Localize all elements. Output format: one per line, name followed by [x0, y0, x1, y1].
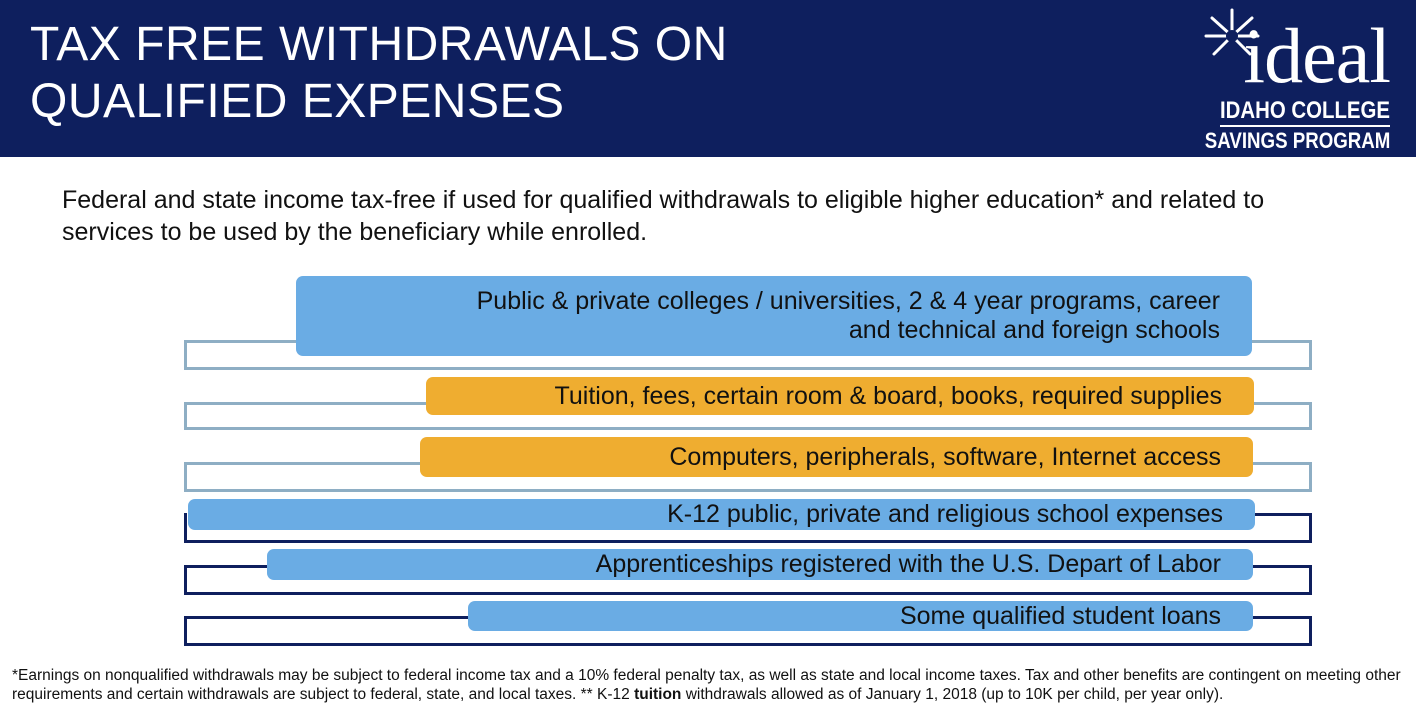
expense-item-label-line-1: Public & private colleges / universities… — [476, 287, 1220, 315]
row-bracket-tick — [1253, 565, 1312, 568]
row-bracket-tick — [184, 462, 420, 465]
expense-item-label: Apprenticeships registered with the U.S.… — [595, 550, 1221, 578]
row-bracket-tick — [1255, 513, 1312, 516]
expense-item-colleges: Public & private colleges / universities… — [296, 276, 1252, 356]
row-bracket-tick — [1253, 462, 1312, 465]
row-bracket-tick — [1252, 340, 1312, 343]
logo-line-1: IDAHO COLLEGE — [1219, 97, 1390, 124]
expense-item-student-loans: Some qualified student loans — [468, 601, 1253, 631]
row-bracket — [184, 565, 1312, 595]
row-bracket-tick — [184, 402, 426, 405]
logo-line-2: SAVINGS PROGRAM — [1204, 128, 1390, 153]
expense-item-label: Some qualified student loans — [899, 601, 1221, 630]
expense-item-label: Computers, peripherals, software, Intern… — [669, 442, 1221, 471]
logo-divider — [1220, 125, 1390, 127]
ideal-logo: ideal IDAHO COLLEGE SAVINGS PROGRAM — [1190, 6, 1391, 153]
footnote-part-2: withdrawals allowed as of January 1, 201… — [681, 686, 1224, 703]
row-bracket — [184, 616, 1312, 646]
logo-wordmark: ideal — [1243, 12, 1391, 99]
row-bracket-tick — [1254, 402, 1312, 405]
row-bracket — [184, 340, 1312, 370]
expense-item-label-line-2: and technical and foreign schools — [848, 316, 1220, 344]
row-bracket-tick — [184, 616, 468, 619]
row-bracket — [184, 462, 1312, 492]
expense-item-label: K-12 public, private and religious schoo… — [667, 500, 1223, 528]
header-banner: TAX FREE WITHDRAWALS ON QUALIFIED EXPENS… — [0, 0, 1416, 157]
sunburst-icon — [1204, 8, 1260, 56]
expense-item-tuition: Tuition, fees, certain room & board, boo… — [426, 377, 1254, 415]
row-bracket — [184, 402, 1312, 430]
expense-item-k12: K-12 public, private and religious schoo… — [188, 499, 1255, 530]
footnote-part-1: *Earnings on nonqualified withdrawals ma… — [12, 667, 1401, 703]
expense-item-apprenticeships: Apprenticeships registered with the U.S.… — [267, 549, 1253, 580]
intro-text: Federal and state income tax-free if use… — [62, 186, 1265, 246]
title-line-1: TAX FREE WITHDRAWALS ON — [30, 18, 728, 71]
page-title: TAX FREE WITHDRAWALS ON QUALIFIED EXPENS… — [30, 16, 728, 130]
row-bracket-tick — [1253, 616, 1312, 619]
footnote-bold: tuition — [634, 686, 682, 703]
expense-item-computers: Computers, peripherals, software, Intern… — [420, 437, 1253, 477]
title-line-2: QUALIFIED EXPENSES — [30, 75, 565, 128]
expense-item-label: Tuition, fees, certain room & board, boo… — [554, 381, 1222, 410]
footnote: *Earnings on nonqualified withdrawals ma… — [12, 666, 1402, 704]
row-bracket-tick — [184, 340, 296, 343]
row-bracket-tick — [184, 565, 267, 568]
row-bracket — [184, 513, 1312, 543]
